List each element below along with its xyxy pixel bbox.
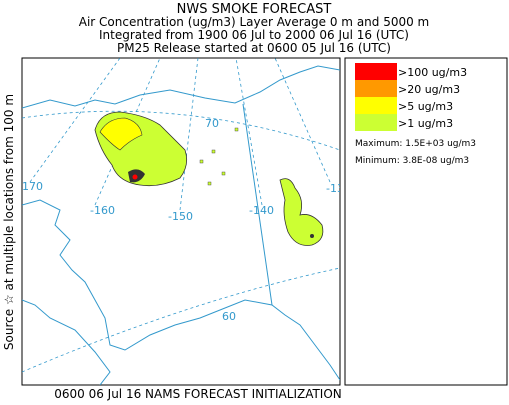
plume-spot <box>221 171 226 176</box>
legend-label: >1 ug/m3 <box>398 117 453 130</box>
legend-swatch <box>355 63 397 80</box>
legend-maximum: Maximum: 1.5E+03 ug/m3 <box>355 139 476 149</box>
plume-area <box>279 178 324 246</box>
latitude-line <box>22 267 340 373</box>
map-frame: -170 -160 -150 -140 -130 70 60 <box>18 57 351 386</box>
longitude-line <box>29 58 121 183</box>
plume-spot <box>207 181 212 186</box>
longitude-label: -170 <box>18 180 43 193</box>
plume-spot <box>234 127 239 132</box>
plume-core <box>310 234 314 238</box>
legend-swatch <box>355 80 397 97</box>
legend: >100 ug/m3 >20 ug/m3 >5 ug/m3 >1 ug/m3 M… <box>344 57 508 386</box>
subtitle: Integrated from 1900 06 Jul to 2000 06 J… <box>99 28 409 42</box>
legend-swatch <box>355 97 397 114</box>
footer: 0600 06 Jul 16 NAMS FORECAST INITIALIZAT… <box>54 387 342 401</box>
longitude-line <box>235 58 263 206</box>
latitude-label: 70 <box>205 117 219 130</box>
plume-core <box>132 174 138 180</box>
subtitle: Air Concentration (ug/m3) Layer Average … <box>79 15 430 29</box>
border <box>242 103 273 306</box>
legend-minimum: Minimum: 3.8E-08 ug/m3 <box>355 156 469 166</box>
latitude-line <box>22 110 340 151</box>
plume-spot <box>199 159 204 164</box>
longitude-line <box>274 58 331 183</box>
smoke-plume <box>94 111 324 246</box>
title: NWS SMOKE FORECAST <box>177 2 332 17</box>
legend-label: >20 ug/m3 <box>398 83 460 96</box>
longitude-label: -160 <box>90 204 115 217</box>
longitude-label: -130 <box>326 182 351 195</box>
subtitle: PM25 Release started at 0600 05 Jul 16 (… <box>117 41 391 55</box>
legend-label: >100 ug/m3 <box>398 66 467 79</box>
coastline <box>22 65 340 385</box>
legend-label: >5 ug/m3 <box>398 100 453 113</box>
latitude-label: 60 <box>222 310 236 323</box>
legend-swatch <box>355 114 397 131</box>
longitude-label: -150 <box>168 210 193 223</box>
plume-area <box>99 117 143 151</box>
map-content: -170 -160 -150 -140 -130 70 60 <box>18 58 351 385</box>
source-label: Source ☆ at multiple locations from 100 … <box>2 94 16 350</box>
longitude-line <box>179 58 199 211</box>
plume-spot <box>211 149 216 154</box>
longitude-label: -140 <box>249 204 274 217</box>
